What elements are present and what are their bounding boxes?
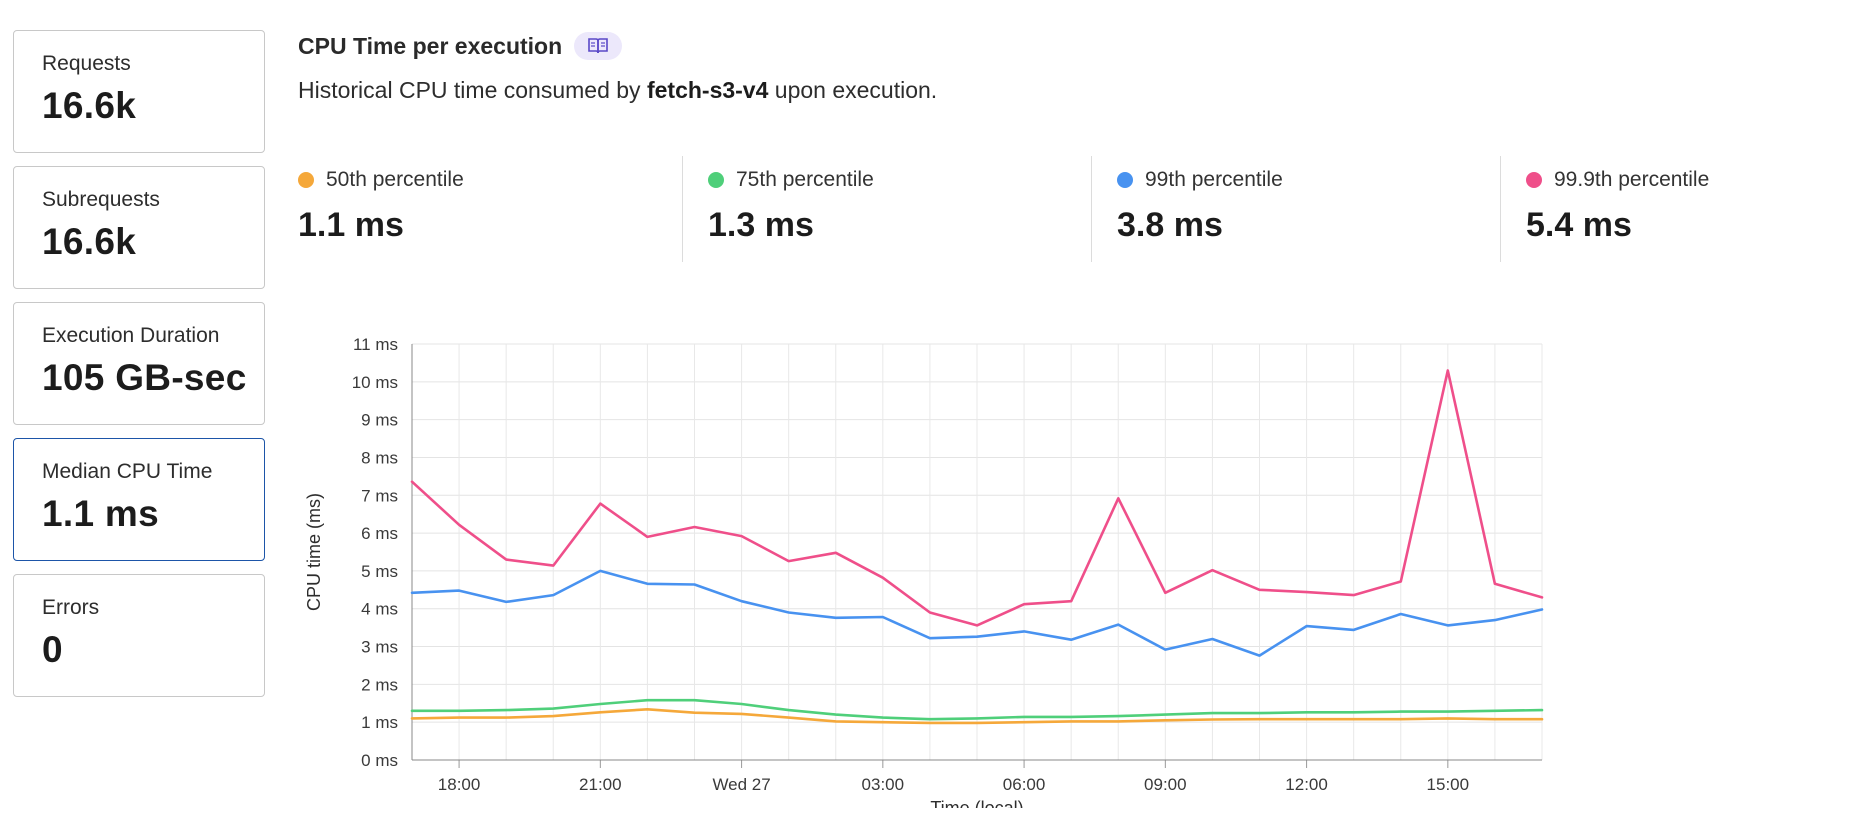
- execution-duration-label: Execution Duration: [42, 324, 220, 347]
- x-tick-label: 12:00: [1285, 775, 1328, 794]
- subrequests-card[interactable]: Subrequests 16.6k: [13, 166, 265, 289]
- x-tick-label: 21:00: [579, 775, 622, 794]
- percentile-50-label: 50th percentile: [326, 168, 464, 191]
- series-line-75th-percentile: [410, 698, 1544, 721]
- legend-dot-999: [1526, 172, 1542, 188]
- y-tick-label: 9 ms: [361, 411, 398, 430]
- percentile-75-label: 75th percentile: [736, 168, 874, 191]
- x-tick-label: Wed 27: [712, 775, 770, 794]
- y-tick-label: 0 ms: [361, 751, 398, 770]
- x-tick-label: 06:00: [1003, 775, 1046, 794]
- y-tick-label: 11 ms: [353, 335, 398, 354]
- y-tick-label: 10 ms: [352, 373, 398, 392]
- series-line-99th-percentile: [410, 569, 1544, 657]
- percentile-75-value: 1.3 ms: [708, 206, 814, 244]
- cpu-time-chart-svg: 0 ms 1 ms 2 ms 3 ms 4 ms 5 ms 6 ms 7 ms 8 ms 9 ms…: [304, 335, 1544, 813]
- percentile-50-value: 1.1 ms: [298, 206, 404, 244]
- percentile-999[interactable]: 99.9th percentile 5.4 ms: [1500, 156, 1830, 262]
- median-cpu-time-value: 1.1 ms: [42, 493, 159, 534]
- series-line-50th-percentile: [410, 707, 1544, 725]
- requests-label: Requests: [42, 52, 131, 75]
- summary-sidebar: Requests 16.6k Subrequests 16.6k Executi…: [13, 30, 265, 710]
- percentile-99[interactable]: 99th percentile 3.8 ms: [1091, 156, 1500, 262]
- percentile-999-label: 99.9th percentile: [1554, 168, 1710, 191]
- cpu-time-chart[interactable]: 0 ms 1 ms 2 ms 3 ms 4 ms 5 ms 6 ms 7 ms 8 ms 9 ms…: [298, 0, 1838, 813]
- x-tick-label: 09:00: [1144, 775, 1187, 794]
- subrequests-label: Subrequests: [42, 188, 160, 211]
- legend-dot-75: [708, 172, 724, 188]
- execution-duration-card[interactable]: Execution Duration 105 GB-sec: [13, 302, 265, 425]
- subrequests-value: 16.6k: [42, 221, 137, 262]
- median-cpu-time-card[interactable]: Median CPU Time 1.1 ms: [13, 438, 265, 561]
- y-tick-label: 8 ms: [361, 448, 398, 467]
- panel-header: CPU Time per execution: [298, 32, 623, 60]
- x-axis-label: Time (local): [930, 798, 1023, 808]
- subtitle-prefix: Historical CPU time consumed by: [298, 77, 647, 103]
- errors-label: Errors: [42, 596, 100, 619]
- y-axis-label: CPU time (ms): [304, 493, 324, 611]
- percentile-999-value: 5.4 ms: [1526, 206, 1632, 244]
- median-cpu-time-label: Median CPU Time: [42, 460, 213, 483]
- legend-dot-50: [298, 172, 314, 188]
- y-tick-label: 1 ms: [361, 713, 398, 732]
- y-tick-label: 3 ms: [361, 638, 398, 657]
- x-tick-label: 15:00: [1427, 775, 1470, 794]
- panel-subtitle: Historical CPU time consumed by fetch-s3…: [298, 77, 937, 104]
- cpu-time-panel: CPU Time per execution Historical CPU ti…: [298, 0, 1838, 813]
- percentile-summary: 50th percentile 1.1 ms 75th percentile 1…: [298, 156, 1838, 262]
- page-title: CPU Time per execution: [298, 32, 563, 59]
- series-line-99-9th-percentile: [410, 369, 1544, 627]
- y-tick-label: 5 ms: [361, 562, 398, 581]
- y-tick-label: 2 ms: [361, 675, 398, 694]
- script-name: fetch-s3-v4: [646, 77, 769, 103]
- book-icon: [588, 38, 608, 54]
- x-tick-label: 18:00: [438, 775, 481, 794]
- percentile-75[interactable]: 75th percentile 1.3 ms: [682, 156, 1091, 262]
- percentile-99-value: 3.8 ms: [1117, 206, 1223, 244]
- errors-value: 0: [42, 629, 63, 670]
- legend-dot-99: [1117, 172, 1133, 188]
- requests-card[interactable]: Requests 16.6k: [13, 30, 265, 153]
- percentile-99-label: 99th percentile: [1145, 168, 1283, 191]
- requests-value: 16.6k: [42, 85, 137, 126]
- y-tick-label: 7 ms: [361, 486, 398, 505]
- subtitle-suffix: upon execution.: [768, 77, 938, 103]
- percentile-50[interactable]: 50th percentile 1.1 ms: [298, 156, 682, 262]
- errors-card[interactable]: Errors 0: [13, 574, 265, 697]
- y-tick-label: 4 ms: [361, 600, 398, 619]
- x-tick-label: 03:00: [862, 775, 905, 794]
- y-tick-label: 6 ms: [361, 524, 398, 543]
- execution-duration-value: 105 GB-sec: [42, 357, 247, 398]
- documentation-link[interactable]: [574, 32, 623, 60]
